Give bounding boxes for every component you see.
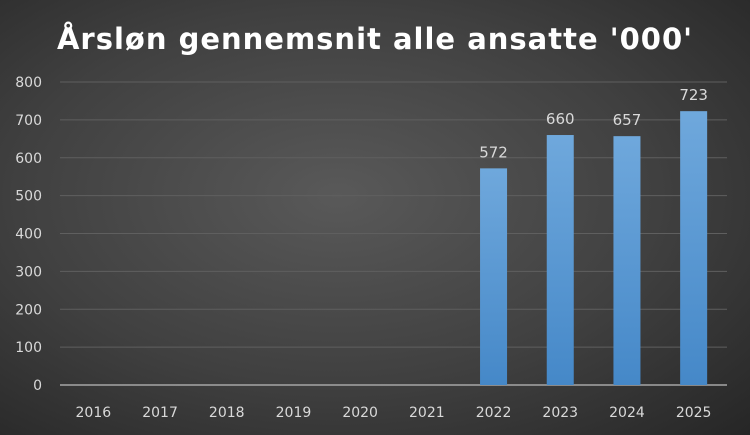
x-tick-label: 2019 [276, 405, 312, 421]
bar-2025 [680, 111, 708, 385]
bar-2024 [613, 136, 641, 385]
x-tick-label: 2017 [142, 405, 178, 421]
y-tick-label: 300 [15, 264, 42, 280]
data-label: 572 [479, 143, 508, 161]
x-tick-label: 2022 [476, 405, 512, 421]
x-tick-label: 2021 [409, 405, 445, 421]
x-tick-label: 2018 [209, 405, 245, 421]
x-tick-label: 2025 [676, 405, 712, 421]
x-tick-label: 2023 [542, 405, 578, 421]
y-tick-label: 200 [15, 302, 42, 318]
data-label: 660 [546, 110, 575, 128]
y-tick-label: 0 [33, 378, 42, 394]
y-tick-label: 500 [15, 189, 42, 205]
chart-title: Årsløn gennemsnit alle ansatte '000' [57, 22, 693, 56]
data-label: 657 [613, 111, 642, 129]
y-tick-label: 100 [15, 340, 42, 356]
bar-2022 [480, 168, 508, 385]
x-tick-label: 2020 [342, 405, 378, 421]
x-tick-label: 2024 [609, 405, 645, 421]
y-tick-label: 400 [15, 227, 42, 243]
x-tick-label: 2016 [76, 405, 112, 421]
y-tick-label: 600 [15, 151, 42, 167]
data-label: 723 [679, 86, 708, 104]
bar-2023 [546, 135, 574, 385]
y-tick-label: 800 [15, 75, 42, 91]
y-tick-label: 700 [15, 113, 42, 129]
